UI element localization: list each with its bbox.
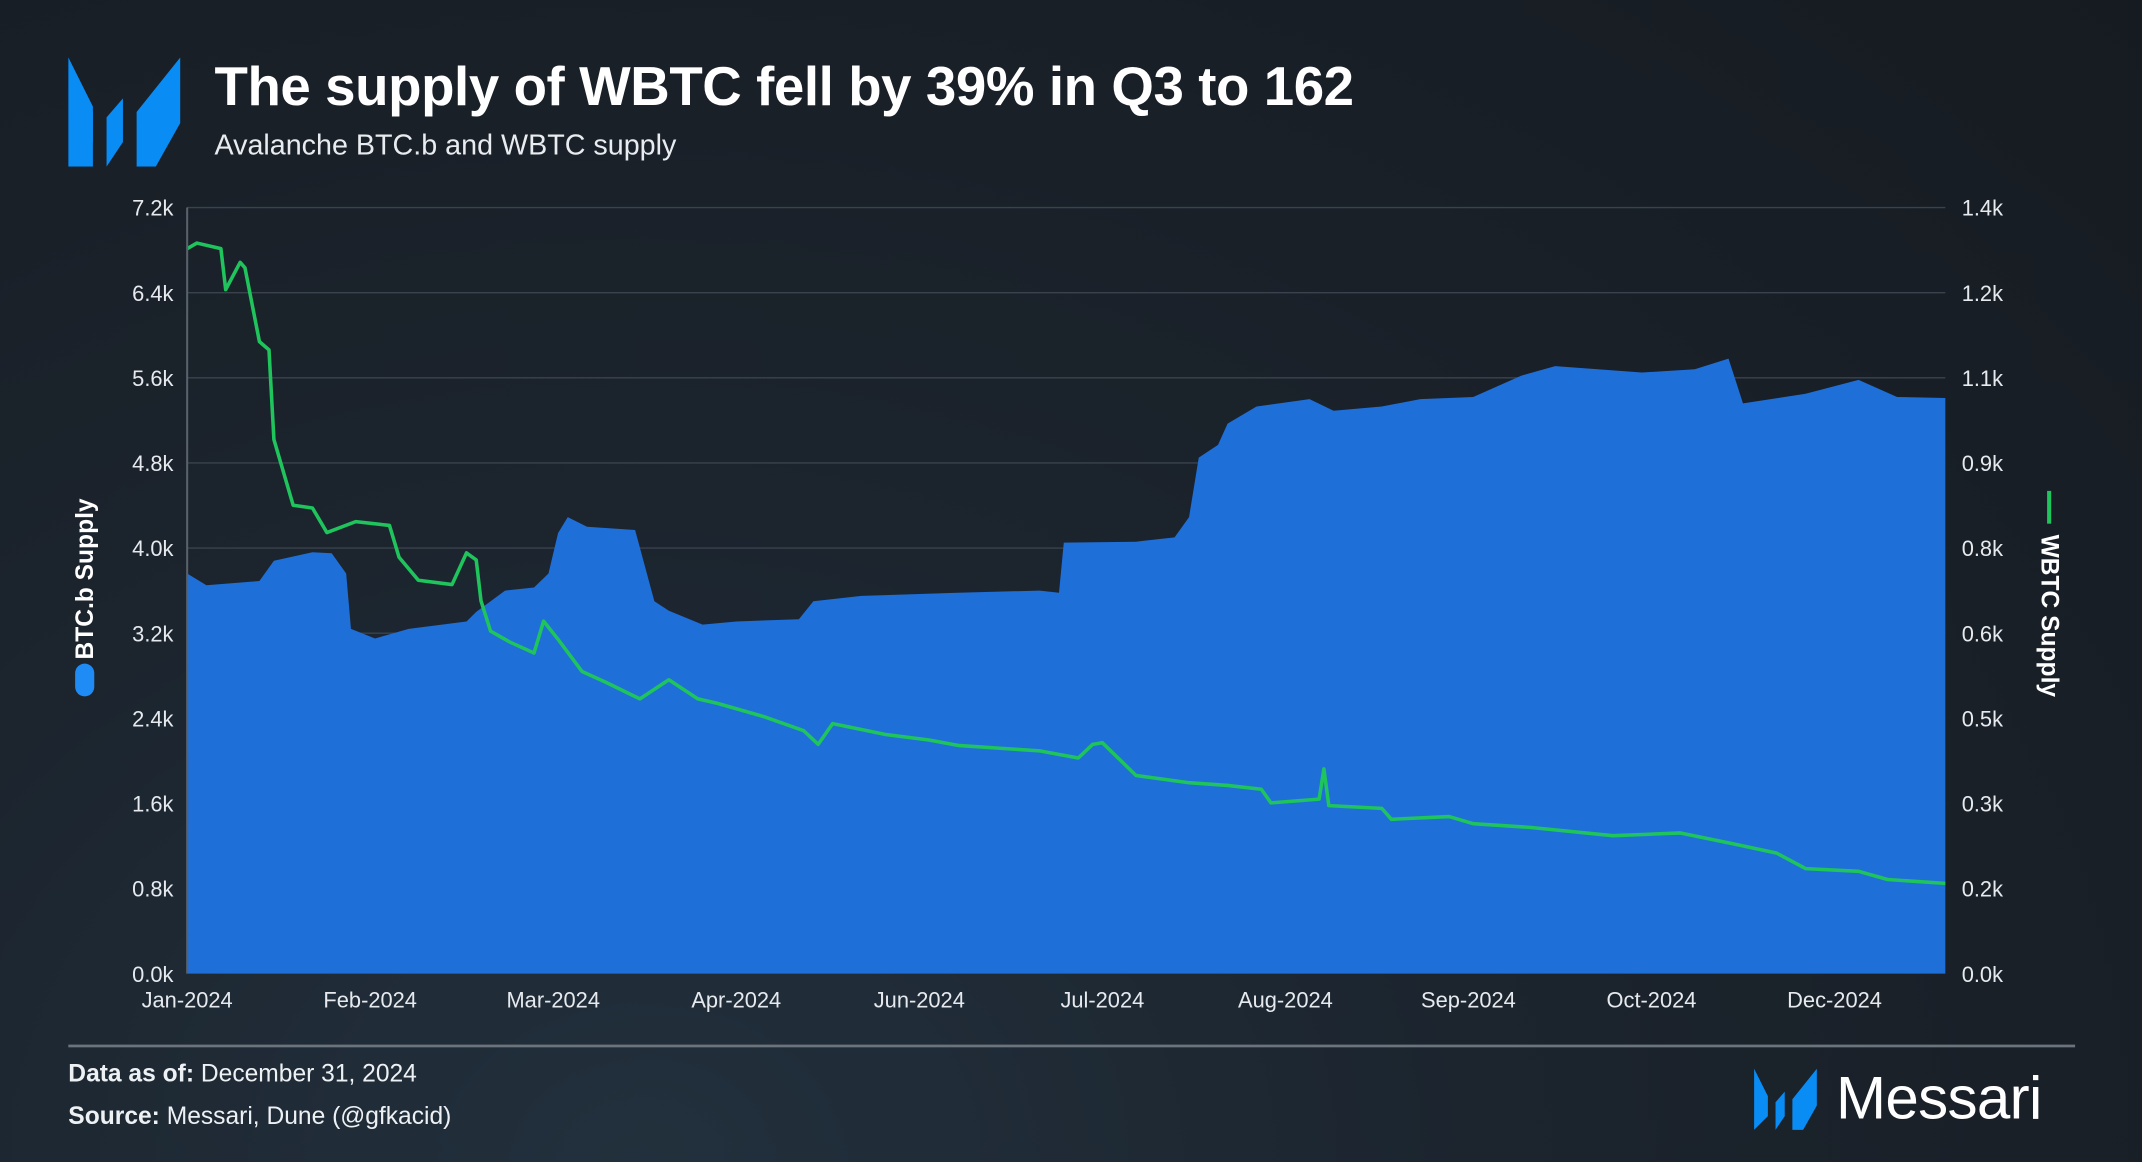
data-as-of-label: Data as of: [68,1059,195,1087]
messari-brand: Messari [1754,1065,2042,1133]
data-as-of-value: December 31, 2024 [200,1059,417,1087]
x-tick-label: Jul-2024 [1060,988,1144,1013]
x-tick-label: Jun-2024 [874,988,965,1013]
right-tick-label: 0.2k [1962,877,2003,902]
right-tick-label: 0.0k [1962,962,2003,987]
messari-wordmark: Messari [1836,1065,2042,1132]
right-tick-label: 0.6k [1962,621,2003,646]
left-tick-label: 5.6k [132,366,173,391]
x-tick-label: Feb-2024 [323,988,417,1013]
x-tick-label: Aug-2024 [1238,988,1333,1013]
x-tick-label: Sep-2024 [1421,988,1516,1013]
chart-title: The supply of WBTC fell by 39% in Q3 to … [214,57,1354,118]
wbtc-supply-line [186,241,1946,886]
source: Source: Messari, Dune (@gfkacid) [68,1102,451,1131]
right-axis-title: WBTC Supply [2035,490,2064,698]
footer-divider [68,1044,2076,1048]
source-value: Messari, Dune (@gfkacid) [166,1101,452,1130]
right-tick-label: 1.2k [1962,281,2003,306]
right-tick-label: 0.9k [1962,451,2003,476]
x-tick-label: Oct-2024 [1607,988,1697,1013]
left-tick-label: 0.0k [132,962,173,987]
left-tick-label: 4.8k [132,451,173,476]
left-tick-label: 1.6k [132,792,173,817]
left-tick-label: 6.4k [132,281,173,306]
left-axis-label: BTC.b Supply [70,498,98,660]
right-tick-label: 0.5k [1962,706,2003,731]
messari-logo-icon [68,57,181,167]
x-tick-label: Mar-2024 [506,988,600,1013]
left-tick-label: 0.8k [132,877,173,902]
data-as-of: Data as of: December 31, 2024 [68,1060,417,1089]
right-tick-label: 1.4k [1962,196,2003,221]
right-tick-label: 1.1k [1962,366,2003,391]
x-tick-label: Jan-2024 [142,988,233,1013]
messari-brand-logo-icon [1754,1068,1817,1130]
btcb-supply-area [187,358,1946,974]
left-tick-label: 4.0k [132,536,173,561]
btcb-legend-swatch [75,663,95,697]
wbtc-legend-swatch [2047,490,2052,524]
left-tick-label: 2.4k [132,706,173,731]
x-tick-label: Dec-2024 [1787,988,1882,1013]
x-tick-label: Apr-2024 [691,988,781,1013]
right-axis-label: WBTC Supply [2036,534,2064,698]
source-label: Source: [68,1101,160,1130]
left-tick-label: 7.2k [132,196,173,221]
right-tick-label: 0.3k [1962,792,2003,817]
chart-subtitle: Avalanche BTC.b and WBTC supply [214,129,677,162]
left-axis-title: BTC.b Supply [68,498,101,697]
right-tick-label: 0.8k [1962,536,2003,561]
left-tick-label: 3.2k [132,621,173,646]
